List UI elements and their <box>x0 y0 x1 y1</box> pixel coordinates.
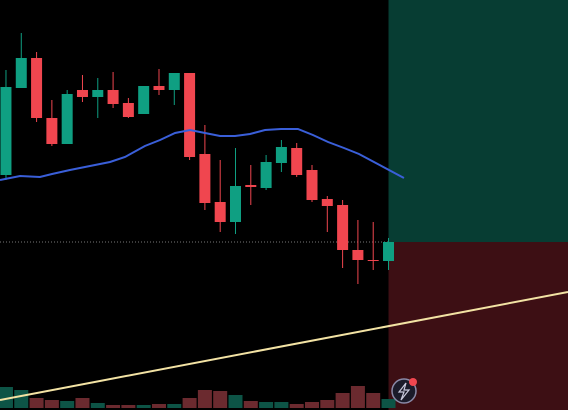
volume-bar <box>243 401 258 408</box>
candle-body <box>199 154 211 203</box>
candle-body <box>46 118 58 144</box>
volume-bar <box>197 390 212 408</box>
candle-body <box>383 242 395 261</box>
volume-bar <box>366 393 381 408</box>
candle-body <box>337 205 349 250</box>
candle-body <box>245 185 257 187</box>
volume-bar <box>75 398 90 408</box>
lightning-button[interactable] <box>391 378 417 404</box>
candle-body <box>306 170 318 200</box>
candle-body <box>31 58 43 118</box>
volume-bar <box>121 405 136 408</box>
volume-bar <box>350 386 365 408</box>
candle-body <box>107 90 119 104</box>
volume-bar <box>182 398 197 408</box>
candle-body <box>76 90 88 97</box>
candle-body <box>0 87 12 175</box>
volume-bar <box>29 398 44 408</box>
volume-bar <box>14 390 29 408</box>
candle-body <box>153 86 165 90</box>
icon-badge <box>409 378 417 386</box>
volume-bar <box>228 395 243 408</box>
trend-line <box>0 291 568 401</box>
candle-body <box>184 73 196 157</box>
volume-bar <box>335 393 350 408</box>
volume-bar <box>381 399 396 408</box>
candle-body <box>61 94 73 144</box>
candle-body <box>168 73 180 90</box>
zone <box>388 0 568 242</box>
volume-bar <box>44 400 59 408</box>
candle-body <box>260 162 272 188</box>
candle-body <box>122 103 134 117</box>
candle-body <box>291 148 303 175</box>
volume-bar <box>274 402 289 408</box>
zone <box>388 242 568 410</box>
candle-body <box>138 86 150 114</box>
icon-bolt <box>397 382 411 401</box>
icon-circle <box>391 378 417 404</box>
candle-body <box>321 199 333 206</box>
candle-body <box>214 202 226 222</box>
candle-body <box>367 260 379 261</box>
volume-bar <box>151 404 166 408</box>
volume-bar <box>289 404 304 408</box>
volume-bar <box>106 405 121 408</box>
candle-body <box>352 250 364 260</box>
volume-bar <box>0 387 13 408</box>
volume-bar <box>320 400 335 408</box>
moving-average <box>0 128 405 181</box>
volume-bar <box>60 401 75 408</box>
volume-bar <box>259 402 274 408</box>
volume-bar <box>90 403 105 408</box>
volume-bar <box>167 404 182 408</box>
candle-body <box>229 186 241 222</box>
volume-bar <box>136 405 151 408</box>
volume-bar <box>305 402 320 408</box>
candle-body <box>275 147 287 163</box>
volume-bar <box>213 391 228 408</box>
candle-body <box>92 90 104 97</box>
candle-body <box>15 58 27 88</box>
